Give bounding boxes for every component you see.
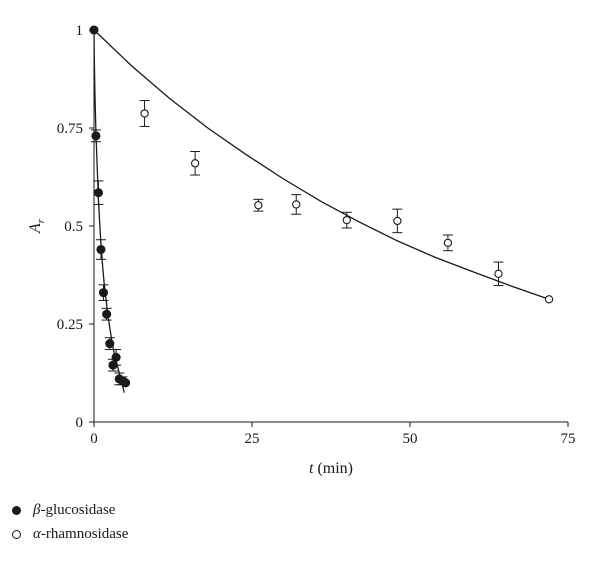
data-point-series-1 xyxy=(342,215,351,225)
fit-curve-series-0 xyxy=(93,29,125,393)
data-point-series-0 xyxy=(111,352,121,362)
data-point-series-0 xyxy=(96,244,106,255)
data-point-series-0 xyxy=(91,131,101,141)
data-point-series-1 xyxy=(254,201,263,210)
data-points xyxy=(89,25,554,388)
x-axis-title: t (min) xyxy=(309,460,353,477)
fit-curves xyxy=(93,29,550,393)
y-tick-label: 0.5 xyxy=(64,219,83,235)
x-tick-label: 50 xyxy=(403,431,418,447)
data-point-series-0 xyxy=(93,188,103,198)
data-point-series-0 xyxy=(98,288,109,298)
y-tick-label: 0 xyxy=(76,415,84,431)
legend-label: α-rhamnosidase xyxy=(33,525,129,542)
fit-curve-series-1 xyxy=(93,29,550,300)
data-point-series-1 xyxy=(393,216,402,226)
y-tick-label: 0.75 xyxy=(57,121,83,137)
y-tick-label: 1 xyxy=(76,23,84,39)
chart-plot: 0 25 50 75 0 0.25 0.5 0.75 1 t (min) Ar xyxy=(27,23,576,477)
axes xyxy=(93,30,568,423)
data-point-series-0 xyxy=(121,378,131,388)
y-tick-label: 0.25 xyxy=(57,317,83,333)
x-tick-label: 75 xyxy=(561,431,576,447)
data-point-series-1 xyxy=(544,295,554,304)
filled-circle-icon xyxy=(12,505,21,515)
data-point-series-1 xyxy=(292,200,301,209)
x-tick-label: 25 xyxy=(245,431,260,447)
data-point-series-1 xyxy=(140,109,149,118)
data-point-series-0 xyxy=(105,339,115,349)
data-point-series-0 xyxy=(89,25,99,35)
x-tick-label: 0 xyxy=(90,431,98,447)
ticks: 0 25 50 75 0 0.25 0.5 0.75 1 xyxy=(57,23,576,447)
legend: β-glucosidase α-rhamnosidase xyxy=(12,498,128,546)
y-axis-title: Ar xyxy=(27,218,47,234)
data-point-series-1 xyxy=(494,269,503,278)
data-point-series-1 xyxy=(190,159,200,168)
open-circle-icon xyxy=(12,529,21,539)
data-point-series-0 xyxy=(102,309,112,319)
legend-label: β-glucosidase xyxy=(33,501,116,518)
data-point-series-1 xyxy=(443,238,453,248)
legend-item-alpha-rhamnosidase: α-rhamnosidase xyxy=(12,522,128,546)
legend-item-beta-glucosidase: β-glucosidase xyxy=(12,498,128,522)
